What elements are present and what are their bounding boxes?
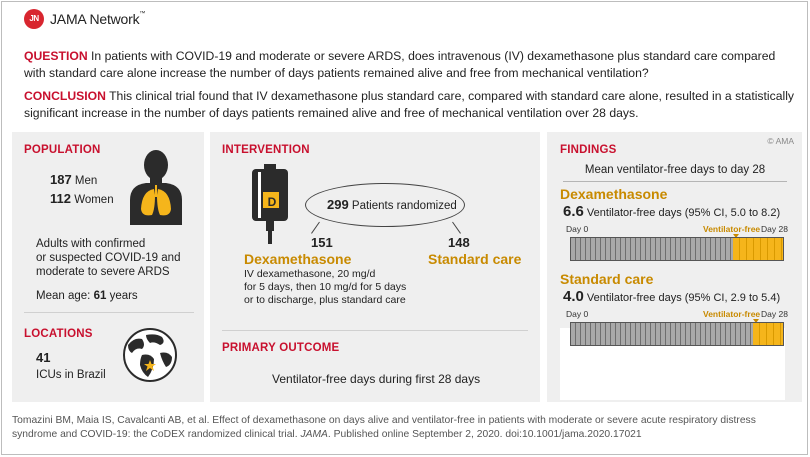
findings-subtitle: Mean ventilator-free days to day 28 bbox=[584, 164, 766, 176]
findings-title: FINDINGS bbox=[560, 144, 617, 156]
globe-icon bbox=[123, 328, 177, 382]
conclusion-text: This clinical trial found that IV dexame… bbox=[24, 89, 795, 120]
finding-dex-vf-label: Ventilator-free bbox=[703, 224, 761, 234]
primary-outcome-text: Ventilator-free days during first 28 day… bbox=[272, 372, 481, 386]
finding-dex-day28: Day 28 bbox=[761, 224, 788, 234]
finding-std-marker bbox=[753, 319, 759, 323]
dex-desc-line1: IV dexamethasone, 20 mg/d bbox=[244, 268, 376, 280]
finding-std-day28: Day 28 bbox=[761, 309, 788, 319]
finding-std-title: Standard care bbox=[560, 271, 654, 287]
person-lungs-icon bbox=[130, 150, 182, 225]
dex-desc-line3: or to discharge, plus standard care bbox=[244, 294, 406, 306]
randomized-text: 299 Patients randomized bbox=[327, 197, 457, 213]
findings-subtitle-rule bbox=[563, 181, 787, 182]
finding-std-stat: 4.0 Ventilator-free days (95% CI, 2.9 to… bbox=[563, 288, 781, 305]
divider-mid bbox=[222, 330, 528, 331]
citation-journal: JAMA bbox=[300, 429, 328, 440]
mean-age: Mean age: 61 years bbox=[36, 290, 138, 302]
dex-desc-line2: for 5 days, then 10 mg/d for 5 days bbox=[244, 281, 407, 293]
finding-dex-marker bbox=[733, 234, 739, 238]
conclusion-label: CONCLUSION bbox=[24, 89, 106, 103]
citation: Tomazini BM, Maia IS, Cavalcanti AB, et … bbox=[12, 415, 756, 440]
finding-dex-title: Dexamethasone bbox=[560, 186, 668, 202]
women-row: 112 Women bbox=[50, 191, 114, 207]
population-desc-line2: or suspected COVID-19 and bbox=[36, 252, 181, 264]
question-label: QUESTION bbox=[24, 49, 88, 63]
question-text: In patients with COVID-19 and moderate o… bbox=[24, 49, 776, 80]
conclusion-block: CONCLUSION This clinical trial found tha… bbox=[24, 88, 794, 122]
iv-bag-icon bbox=[252, 164, 288, 244]
std-count: 148 bbox=[448, 235, 470, 250]
population-desc-line3: moderate to severe ARDS bbox=[36, 266, 170, 278]
locations-count: 41 bbox=[36, 350, 51, 365]
population-title: POPULATION bbox=[24, 144, 101, 156]
finding-dex-bar-fill bbox=[733, 238, 783, 260]
question-block: QUESTION In patients with COVID-19 and m… bbox=[24, 48, 794, 82]
finding-std-day0: Day 0 bbox=[566, 309, 589, 319]
locations-title: LOCATIONS bbox=[24, 328, 93, 340]
finding-dex-day0: Day 0 bbox=[566, 224, 589, 234]
finding-dex-stat: 6.6 Ventilator-free days (95% CI, 5.0 to… bbox=[563, 203, 781, 220]
copyright: © AMA bbox=[767, 136, 794, 146]
locations-label: ICUs in Brazil bbox=[36, 369, 106, 381]
intervention-title: INTERVENTION bbox=[222, 144, 310, 156]
brand-name: JAMA Network™ bbox=[50, 11, 146, 27]
divider-left bbox=[24, 312, 194, 313]
finding-std-bar bbox=[570, 322, 784, 346]
randomized-oval bbox=[305, 183, 465, 227]
primary-outcome-title: PRIMARY OUTCOME bbox=[222, 342, 340, 354]
dex-arm-label: Dexamethasone bbox=[244, 251, 352, 267]
men-row: 187 Men bbox=[50, 172, 98, 188]
std-arm-label: Standard care bbox=[428, 251, 522, 267]
bag-letter: D bbox=[267, 195, 277, 209]
trademark: ™ bbox=[139, 11, 146, 17]
dex-count: 151 bbox=[311, 235, 333, 250]
population-desc-line1: Adults with confirmed bbox=[36, 238, 146, 250]
finding-std-vf-label: Ventilator-free bbox=[703, 309, 761, 319]
finding-std-bar-fill bbox=[753, 323, 783, 345]
jama-network-logo: JN bbox=[24, 9, 44, 29]
finding-dex-bar bbox=[570, 237, 784, 261]
